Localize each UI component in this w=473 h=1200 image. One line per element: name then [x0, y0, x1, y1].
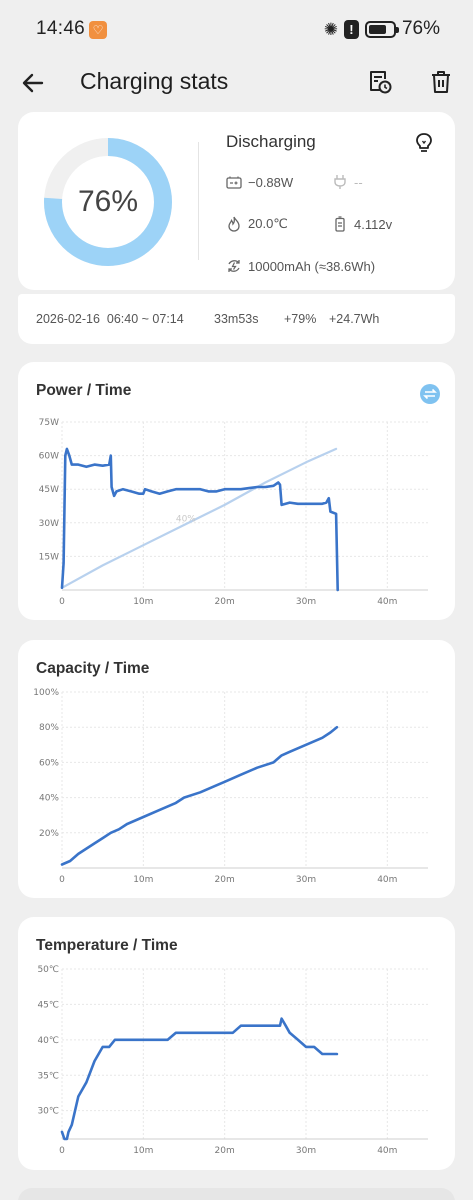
swap-button[interactable] — [420, 384, 440, 404]
ring-progress — [44, 138, 172, 266]
x-tick-label: 10m — [133, 875, 153, 885]
x-tick-label: 0 — [59, 875, 65, 885]
x-tick-label: 10m — [133, 597, 153, 607]
x-tick-label: 0 — [59, 1146, 65, 1156]
capacity-value: 10000mAh (≈38.6Wh) — [248, 258, 376, 274]
y-tick-label: 50℃ — [37, 965, 59, 975]
temperature-metric: 20.0℃ — [226, 216, 288, 232]
x-tick-label: 20m — [215, 875, 235, 885]
swap-icon — [423, 388, 437, 400]
inline-series-label: 40% — [176, 514, 196, 524]
charger-value: -- — [354, 174, 363, 190]
y-tick-label: 60% — [39, 758, 59, 768]
series-line — [60, 1017, 339, 1141]
battery-percent: 76% — [77, 185, 139, 218]
temperature-value: 20.0℃ — [248, 216, 288, 231]
history-button[interactable] — [367, 68, 393, 96]
session-gain-energy: +24.7Wh — [329, 312, 380, 326]
status-bar: 14:46 ♡ ✺ ! 76% — [0, 0, 473, 60]
status-icons: ✺ ! 76% — [324, 18, 440, 40]
voltage-metric: 4.112v — [332, 216, 392, 232]
battery-level-ring: 76% — [42, 136, 174, 268]
y-tick-label: 35℃ — [37, 1071, 59, 1081]
battery-vertical-icon — [335, 216, 345, 232]
session-row: 2026-02-16 06:40 ~ 07:14 33m53s +79% +24… — [36, 312, 379, 326]
x-tick-label: 0 — [59, 597, 65, 607]
x-tick-label: 40m — [377, 597, 397, 607]
history-icon — [370, 71, 392, 94]
x-tick-label: 40m — [377, 1146, 397, 1156]
battery-status-card: 76% Discharging −0.88W -- 20.0℃ 4.112v 1… — [18, 112, 455, 290]
chart-title: Power / Time — [36, 382, 132, 399]
battery-power-icon — [226, 176, 242, 189]
x-tick-label: 20m — [215, 1146, 235, 1156]
y-tick-label: 80% — [39, 723, 59, 733]
app-bar: Charging stats — [0, 60, 473, 108]
back-arrow-icon — [22, 73, 44, 93]
charger-metric: -- — [332, 174, 363, 190]
y-tick-label: 15W — [39, 552, 59, 562]
trash-icon — [432, 71, 450, 93]
y-tick-label: 45W — [39, 485, 59, 495]
page-title: Charging stats — [80, 68, 229, 94]
y-tick-label: 40% — [39, 794, 59, 804]
delete-button[interactable] — [428, 68, 454, 96]
y-tick-label: 30W — [39, 519, 59, 529]
alert-icon: ! — [343, 19, 359, 39]
temperature-chart: 30℃ 35℃ 40℃ 45℃ 50℃ 0 10m 20m 30m 40m — [37, 965, 428, 1156]
capacity-chart: 20% 40% 60% 80% 100% 0 10m 20m 30m 40m — [33, 688, 428, 885]
power-chart-card: Power / Time 15W 30W 45W 60W 75W 0 10m 20m 30m 40… — [18, 362, 455, 620]
y-tick-label: 45℃ — [37, 1000, 59, 1010]
plug-icon — [334, 175, 346, 189]
divider — [198, 142, 199, 260]
y-tick-label: 60W — [39, 452, 59, 462]
capacity-metric: 10000mAh (≈38.6Wh) — [226, 258, 375, 274]
temperature-chart-card: Temperature / Time 30℃ 35℃ 40℃ 45℃ 50℃ 0 10m 20… — [18, 917, 455, 1170]
flame-icon — [228, 216, 240, 232]
tips-button[interactable] — [414, 132, 434, 154]
series-line — [60, 447, 338, 589]
x-tick-label: 20m — [215, 597, 235, 607]
y-tick-label: 40℃ — [37, 1036, 59, 1046]
y-tick-label: 20% — [39, 829, 59, 839]
voltage-value: 4.112v — [354, 216, 393, 232]
fan-icon: ✺ — [323, 19, 338, 39]
status-time: 14:46 — [36, 18, 86, 39]
capacity-chart-card: Capacity / Time 20% 40% 60% 80% 100% 0 10m 20m 3… — [18, 640, 455, 898]
y-tick-label: 75W — [39, 418, 59, 428]
status-battery-text: 76% — [401, 18, 440, 39]
x-tick-label: 30m — [296, 1146, 316, 1156]
x-tick-label: 30m — [296, 597, 316, 607]
session-card[interactable]: 2026-02-16 06:40 ~ 07:14 33m53s +79% +24… — [18, 294, 455, 344]
cycle-icon — [228, 260, 240, 272]
power-value: −0.88W — [248, 174, 294, 190]
charging-state: Discharging — [226, 132, 316, 151]
session-gain-percent: +79% — [284, 312, 317, 326]
battery-icon — [364, 20, 399, 38]
y-tick-label: 100% — [33, 688, 59, 698]
x-tick-label: 10m — [133, 1146, 153, 1156]
app-notification-icon: ♡ — [89, 21, 107, 39]
session-range: 2026-02-16 06:40 ~ 07:14 — [36, 312, 184, 326]
series-line — [60, 725, 339, 866]
next-card-peek — [18, 1188, 455, 1200]
lightbulb-icon — [416, 133, 432, 152]
x-tick-label: 40m — [377, 875, 397, 885]
y-tick-label: 30℃ — [37, 1107, 59, 1117]
back-button[interactable] — [18, 68, 48, 98]
power-metric: −0.88W — [226, 174, 293, 190]
x-tick-label: 30m — [296, 875, 316, 885]
session-duration: 33m53s — [214, 312, 259, 326]
chart-title: Temperature / Time — [36, 937, 178, 954]
chart-title: Capacity / Time — [36, 660, 150, 677]
series-line — [60, 447, 339, 592]
power-chart: 15W 30W 45W 60W 75W 0 10m 20m 30m 40m 40% — [39, 418, 428, 607]
